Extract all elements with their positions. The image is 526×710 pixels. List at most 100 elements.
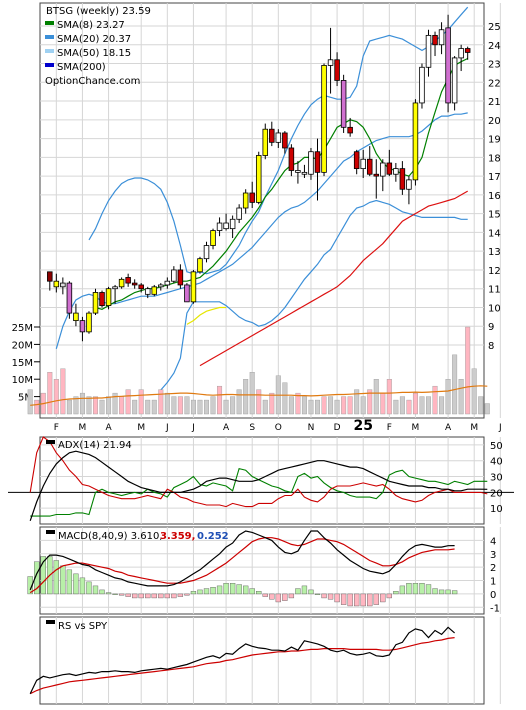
volume-bar — [269, 392, 275, 415]
macd-signal-line — [29, 537, 455, 594]
macd-histogram-bar — [229, 583, 236, 595]
macd-histogram-bar — [275, 593, 281, 603]
macd-line — [29, 530, 455, 591]
x-tick-label: F — [54, 423, 59, 433]
candle-body — [321, 65, 327, 173]
volume-bar — [34, 399, 40, 415]
x-tick-label: M — [79, 423, 87, 433]
volume-bar — [79, 392, 85, 415]
macd-histogram-bar — [301, 585, 308, 595]
candle-body — [458, 48, 464, 59]
candle-body — [353, 151, 360, 170]
volume-bar — [112, 392, 118, 415]
x-tick-label: M — [137, 423, 145, 433]
price-tick-label: 8 — [488, 341, 494, 352]
macd-histogram-bar — [438, 589, 445, 595]
macd-tick-label: 3 — [490, 550, 496, 561]
candle-body — [203, 245, 210, 260]
volume-bar — [412, 392, 418, 415]
macd-signal-value: 3.359, — [160, 531, 195, 542]
macd-histogram-bar — [60, 565, 66, 595]
macd-histogram-bar — [451, 590, 458, 595]
candle-body — [314, 151, 321, 173]
candle-body — [92, 292, 99, 314]
legend-swatch — [45, 49, 54, 53]
candle-body — [386, 162, 393, 175]
volume-bar — [93, 396, 98, 415]
candle-body — [301, 171, 308, 175]
legend-swatch — [45, 21, 54, 25]
macd-histogram-bar — [340, 593, 347, 605]
volume-bar — [419, 396, 425, 415]
x-tick-label: A — [223, 423, 230, 433]
volume-bar — [321, 396, 327, 415]
macd-histogram-bar — [105, 592, 112, 595]
macd-histogram-bar — [184, 593, 190, 596]
volume-bar — [236, 389, 242, 415]
volume-bar — [132, 399, 138, 415]
candle-body — [118, 278, 125, 288]
adx-label: ADX(14) 21.94 — [58, 440, 132, 451]
macd-histogram-bar — [79, 577, 86, 595]
macd-histogram-bar — [360, 593, 366, 607]
candle-body — [347, 126, 353, 134]
volume-bar — [328, 396, 334, 415]
macd-histogram-bar — [86, 581, 92, 595]
macd-histogram-bar — [445, 589, 451, 595]
candle-body — [197, 258, 203, 273]
volume-bar — [452, 354, 458, 415]
macd-legend-swatch — [46, 530, 55, 534]
volume-bar — [60, 368, 66, 415]
candle-body — [177, 269, 184, 286]
candle-body — [340, 80, 347, 128]
candle-body — [269, 128, 275, 143]
x-tick-label: O — [275, 423, 282, 433]
volume-bar — [288, 396, 294, 415]
candle-body — [216, 222, 223, 231]
macd-histogram-bar — [99, 589, 105, 595]
volume-tick-label: 25M — [12, 323, 33, 334]
sma20-lower-band-line — [160, 199, 468, 391]
candle-body — [334, 59, 340, 81]
candle-body — [47, 271, 53, 282]
x-tick-label: M — [470, 423, 478, 433]
macd-histogram-bar — [412, 583, 419, 595]
macd-histogram-bar — [151, 593, 157, 599]
candle-body — [255, 155, 262, 203]
macd-histogram-bar — [158, 593, 164, 599]
volume-bar — [484, 403, 490, 415]
volume-bar — [315, 399, 320, 415]
macd-histogram-bar — [367, 593, 373, 607]
candle-body — [158, 284, 164, 288]
x-tick-label: 25 — [353, 418, 372, 434]
macd-histogram-bar — [288, 593, 295, 599]
candle-body — [112, 286, 118, 290]
volume-bar — [210, 396, 216, 415]
volume-bar — [86, 396, 92, 415]
volume-tick-label: 15M — [12, 358, 33, 369]
price-tick-label: 11 — [488, 285, 501, 296]
macd-histogram-bar — [321, 593, 327, 599]
candle-body — [105, 288, 112, 306]
volume-bar — [334, 399, 340, 415]
volume-bar — [262, 399, 268, 415]
adx-legend-swatch — [46, 440, 55, 444]
volume-bar — [106, 396, 112, 415]
macd-label: MACD(8,40,9) 3.610, — [58, 531, 163, 542]
price-panel-frame — [39, 2, 485, 419]
macd-histogram-bar — [190, 591, 197, 595]
macd-histogram-bar — [197, 589, 203, 595]
candle-body — [380, 162, 386, 177]
x-tick-label: F — [387, 423, 392, 433]
candle-body — [144, 288, 151, 295]
volume-bar — [164, 392, 170, 415]
macd-histogram-bar — [203, 588, 210, 595]
macd-histogram-bar — [164, 593, 170, 599]
adx-tick-label: 50 — [490, 441, 503, 452]
candle-body — [131, 282, 138, 286]
rs-panel-frame — [39, 616, 485, 705]
macd-histogram-bar — [386, 593, 392, 599]
price-tick-label: 15 — [488, 210, 501, 221]
volume-bar — [478, 396, 484, 415]
